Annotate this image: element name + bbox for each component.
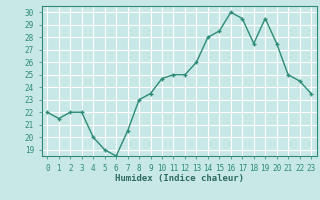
X-axis label: Humidex (Indice chaleur): Humidex (Indice chaleur) <box>115 174 244 183</box>
